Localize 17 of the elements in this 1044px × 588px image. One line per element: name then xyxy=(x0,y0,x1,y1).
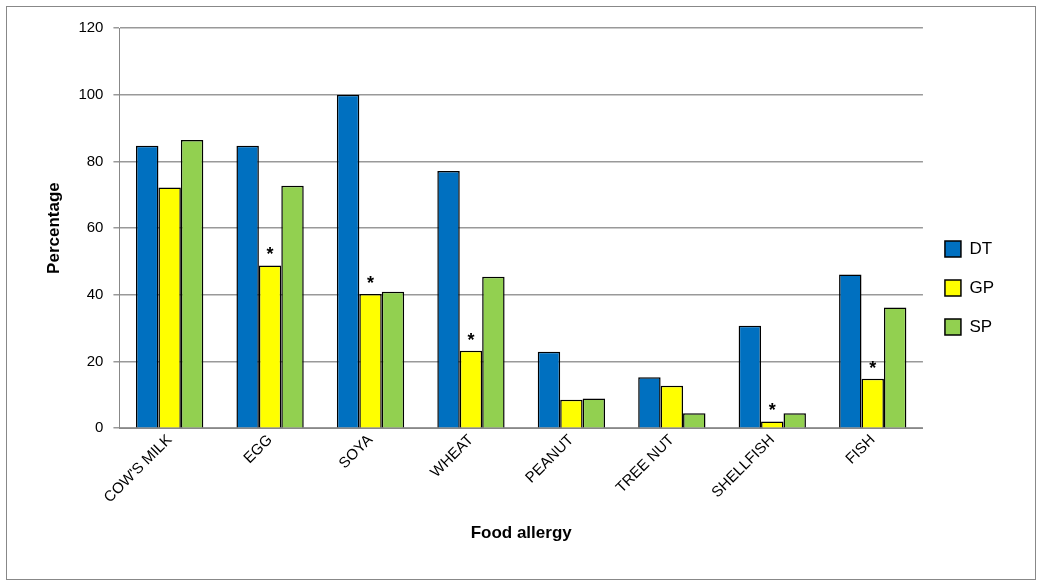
y-tick-label: 120 xyxy=(78,18,104,36)
y-axis-title: Percentage xyxy=(43,182,63,274)
y-tick-label: 60 xyxy=(86,218,104,236)
legend-label: DT xyxy=(969,238,993,258)
y-tick-label: 80 xyxy=(86,151,104,169)
annotation: * xyxy=(467,329,475,350)
y-tick-label: 0 xyxy=(95,418,104,436)
annotation: * xyxy=(367,273,375,294)
legend-label: SP xyxy=(969,316,993,336)
annotation: * xyxy=(266,244,274,265)
y-tick-label: 100 xyxy=(78,84,104,102)
y-tick-label: 40 xyxy=(86,284,104,302)
annotation: * xyxy=(869,357,877,378)
y-tick-label: 20 xyxy=(86,351,104,369)
annotation: * xyxy=(768,400,776,421)
legend-label: GP xyxy=(969,277,994,297)
x-axis-title: Food allergy xyxy=(470,523,573,543)
